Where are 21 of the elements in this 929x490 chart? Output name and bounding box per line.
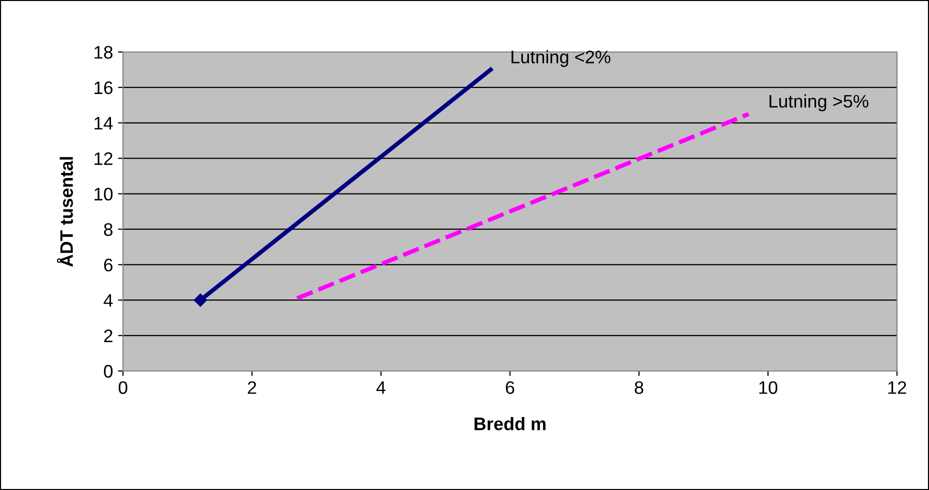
y-tick-label: 12 (94, 152, 112, 165)
x-tick-label: 0 (118, 381, 128, 394)
y-tick-label: 18 (94, 46, 112, 59)
series-label: Lutning <2% (512, 50, 610, 67)
y-tick-label: 4 (104, 294, 113, 307)
x-tick-label: 8 (634, 381, 644, 394)
x-axis-title: Bredd m (474, 417, 546, 430)
y-tick-label: 6 (104, 258, 112, 272)
y-tick-label: 2 (104, 329, 112, 342)
y-tick-label: 14 (94, 117, 113, 130)
x-tick-label: 12 (888, 381, 906, 394)
x-tick-label: 6 (506, 381, 514, 394)
x-tick-label: 4 (376, 381, 386, 394)
y-axis-title: ÅDT tusental (56, 157, 73, 267)
series-label: Lutning >5% (770, 94, 868, 112)
x-tick-label: 10 (759, 381, 778, 394)
y-tick-label: 8 (104, 223, 112, 236)
y-tick-label: 16 (94, 81, 112, 94)
x-tick-label: 2 (248, 381, 256, 394)
y-tick-label: 10 (94, 188, 113, 200)
y-tick-label: 0 (104, 364, 113, 378)
